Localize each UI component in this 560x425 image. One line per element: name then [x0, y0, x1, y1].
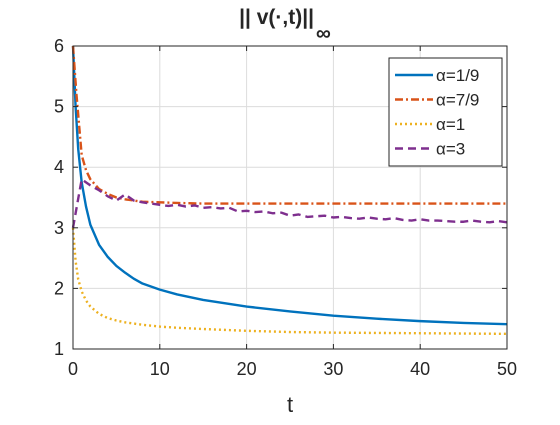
- x-tick-label: 0: [68, 359, 78, 379]
- chart-title-text: || v(·,t)||: [239, 6, 314, 29]
- x-tick-label: 20: [237, 359, 257, 379]
- y-tick-label: 4: [54, 157, 64, 177]
- y-tick-label: 1: [54, 339, 64, 359]
- x-tick-label: 40: [410, 359, 430, 379]
- y-tick-label: 2: [54, 278, 64, 298]
- legend-label-2: α=7/9: [436, 91, 479, 110]
- x-tick-label: 30: [323, 359, 343, 379]
- legend-label-3: α=1: [436, 115, 465, 134]
- y-tick-label: 3: [54, 218, 64, 238]
- chart-title: || v(·,t)|| ∞: [239, 6, 331, 45]
- series-line-1: [71, 45, 508, 326]
- ticks: 0 10 20 30 40 50 1 2 3 4 5 6: [54, 36, 517, 379]
- y-tick-label: 6: [54, 36, 64, 56]
- legend-label-4: α=3: [436, 140, 465, 159]
- x-tick-label: 10: [150, 359, 170, 379]
- legend-label-1: α=1/9: [436, 66, 479, 85]
- chart-title-subscript: ∞: [316, 22, 331, 45]
- legend: α=1/9 α=7/9 α=1 α=3: [388, 57, 503, 167]
- series-line-3: [71, 227, 508, 336]
- x-tick-label: 50: [497, 359, 517, 379]
- series-lines: [71, 45, 508, 336]
- series-line-2: [71, 45, 507, 205]
- y-tick-label: 5: [54, 97, 64, 117]
- series-line-4: [71, 178, 508, 229]
- plot-frame: [72, 45, 508, 350]
- x-axis-label: t: [287, 392, 293, 417]
